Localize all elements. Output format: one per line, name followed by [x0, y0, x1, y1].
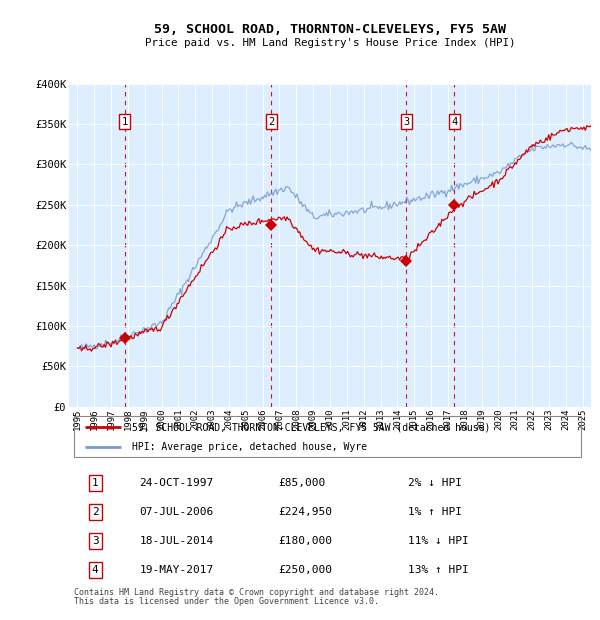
Text: 1: 1: [122, 117, 128, 126]
Text: 3: 3: [403, 117, 410, 126]
Text: Price paid vs. HM Land Registry's House Price Index (HPI): Price paid vs. HM Land Registry's House …: [145, 38, 515, 48]
Text: 2: 2: [268, 117, 275, 126]
Text: 18-JUL-2014: 18-JUL-2014: [139, 536, 214, 546]
Text: 1% ↑ HPI: 1% ↑ HPI: [409, 507, 463, 517]
Text: £250,000: £250,000: [278, 565, 332, 575]
Text: 24-OCT-1997: 24-OCT-1997: [139, 478, 214, 488]
Text: 4: 4: [451, 117, 457, 126]
Text: 19-MAY-2017: 19-MAY-2017: [139, 565, 214, 575]
Text: 2% ↓ HPI: 2% ↓ HPI: [409, 478, 463, 488]
Text: 3: 3: [92, 536, 98, 546]
Text: HPI: Average price, detached house, Wyre: HPI: Average price, detached house, Wyre: [131, 443, 367, 453]
Text: 59, SCHOOL ROAD, THORNTON-CLEVELEYS, FY5 5AW: 59, SCHOOL ROAD, THORNTON-CLEVELEYS, FY5…: [154, 24, 506, 36]
Text: £224,950: £224,950: [278, 507, 332, 517]
Text: Contains HM Land Registry data © Crown copyright and database right 2024.: Contains HM Land Registry data © Crown c…: [74, 588, 439, 596]
Text: £85,000: £85,000: [278, 478, 325, 488]
Text: 2: 2: [92, 507, 98, 517]
Text: 1: 1: [92, 478, 98, 488]
Text: 07-JUL-2006: 07-JUL-2006: [139, 507, 214, 517]
Text: 13% ↑ HPI: 13% ↑ HPI: [409, 565, 469, 575]
Text: 4: 4: [92, 565, 98, 575]
Text: 59, SCHOOL ROAD, THORNTON-CLEVELEYS, FY5 5AW (detached house): 59, SCHOOL ROAD, THORNTON-CLEVELEYS, FY5…: [131, 422, 490, 432]
Text: 11% ↓ HPI: 11% ↓ HPI: [409, 536, 469, 546]
Text: £180,000: £180,000: [278, 536, 332, 546]
Text: This data is licensed under the Open Government Licence v3.0.: This data is licensed under the Open Gov…: [74, 597, 379, 606]
